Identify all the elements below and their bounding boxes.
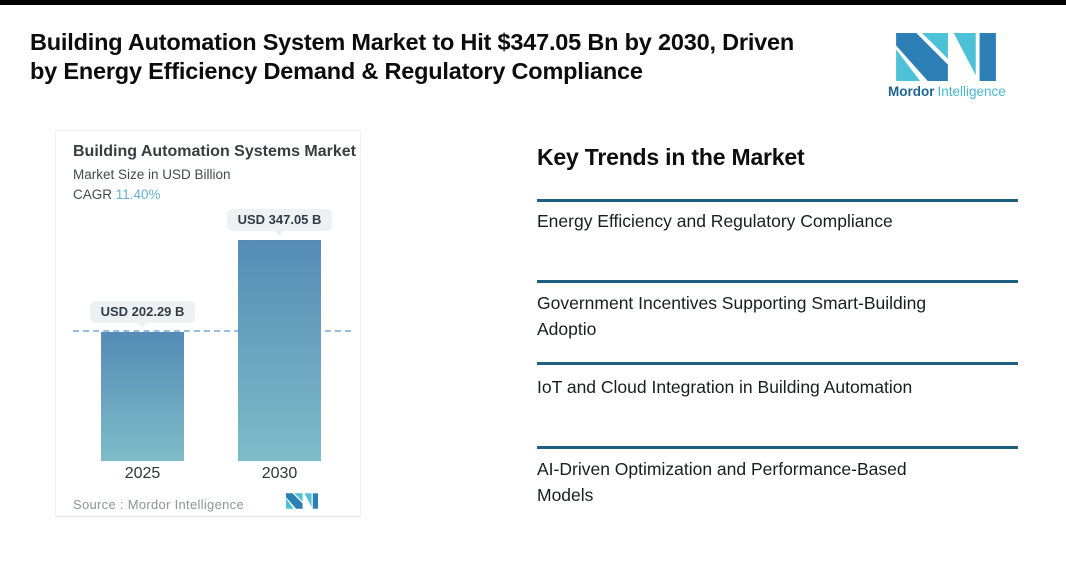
brand-wordmark: Mordor Intelligence [888,84,1006,99]
chart-subtitle: Market Size in USD Billion [73,167,231,182]
chart-title: Building Automation Systems Market [73,143,356,160]
trend-item-text: AI-Driven Optimization and Performance-B… [537,459,907,479]
reference-dashed-line [73,330,351,332]
trend-item-text: Government Incentives Supporting Smart-B… [537,293,927,313]
divider [537,199,1018,202]
cagr-value: 11.40% [115,187,161,202]
bar-2025 [101,332,184,461]
trend-item-ai-optimization: AI-Driven Optimization and Performance-B… [537,456,1019,508]
x-axis-label-2025: 2025 [124,465,161,482]
brand-name-light: Intelligence [937,84,1006,99]
trend-item-text: IoT and Cloud Integration in Building Au… [537,377,913,397]
mordor-logo-icon [896,33,996,81]
x-axis-label-2030: 2030 [261,465,298,482]
page-title: Building Automation System Market to Hit… [30,28,880,86]
cagr-line: CAGR 11.40% [73,187,161,202]
trend-item-energy-efficiency: Energy Efficiency and Regulatory Complia… [537,208,1019,234]
bar-2030 [238,240,321,461]
bar-chart-plot: USD 202.29 B USD 347.05 B [56,131,362,461]
bar-value-label-2025: USD 202.29 B [89,301,196,323]
key-trends-heading: Key Trends in the Market [537,144,805,170]
divider [537,280,1018,283]
top-accent-bar [0,0,1066,5]
cagr-label: CAGR [73,187,113,202]
brand-name-bold: Mordor [888,84,935,99]
mordor-intelligence-logo: Mordor Intelligence [888,33,1006,99]
divider [537,446,1018,449]
trend-item-text: Energy Efficiency and Regulatory Complia… [537,211,893,231]
page-title-line-1: Building Automation System Market to Hit… [30,29,795,55]
trend-item-government-incentives: Government Incentives Supporting Smart-B… [537,290,1019,342]
page-title-line-2: by Energy Efficiency Demand & Regulatory… [30,58,643,84]
trend-item-iot-cloud: IoT and Cloud Integration in Building Au… [537,374,1019,400]
bar-value-label-2030: USD 347.05 B [226,209,333,231]
mordor-logo-icon-small [286,493,318,509]
trend-item-text: Models [537,485,594,505]
divider [537,362,1018,365]
market-chart-card: Building Automation Systems Market Marke… [55,130,361,517]
trend-item-text: Adoptio [537,319,597,339]
source-attribution: Source : Mordor Intelligence [73,497,244,512]
